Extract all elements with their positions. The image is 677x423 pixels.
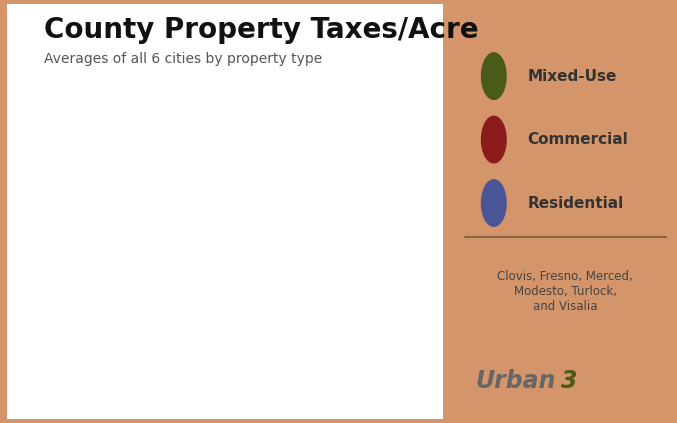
Bar [51, 351, 88, 360]
Circle shape [481, 116, 506, 163]
Text: Commercial: Commercial [527, 132, 628, 147]
Text: Urban: Urban [476, 369, 556, 393]
Text: 3: 3 [561, 369, 577, 393]
Circle shape [481, 53, 506, 99]
Text: $1.47: $1.47 [107, 332, 147, 345]
Text: $1.71: $1.71 [165, 330, 204, 343]
Text: $1.00: $1.00 [49, 335, 89, 349]
Text: $22.22: $22.22 [333, 178, 381, 190]
Text: $9.90: $9.90 [280, 282, 320, 295]
Bar [281, 276, 318, 360]
Bar [166, 345, 203, 360]
Text: Residential: Residential [527, 195, 624, 211]
Circle shape [481, 180, 506, 226]
Bar [396, 144, 433, 360]
Bar [338, 172, 376, 360]
Text: Averages of all 6 cities by property type: Averages of all 6 cities by property typ… [44, 52, 322, 66]
Bar [223, 333, 261, 360]
Bar [108, 347, 146, 360]
Text: $25.52: $25.52 [391, 150, 439, 162]
Text: $3.12: $3.12 [222, 318, 262, 331]
Text: County Property Taxes/Acre: County Property Taxes/Acre [44, 16, 479, 44]
Text: Mixed-Use: Mixed-Use [527, 69, 617, 84]
Text: Clovis, Fresno, Merced,
Modesto, Turlock,
and Visalia: Clovis, Fresno, Merced, Modesto, Turlock… [498, 270, 633, 313]
